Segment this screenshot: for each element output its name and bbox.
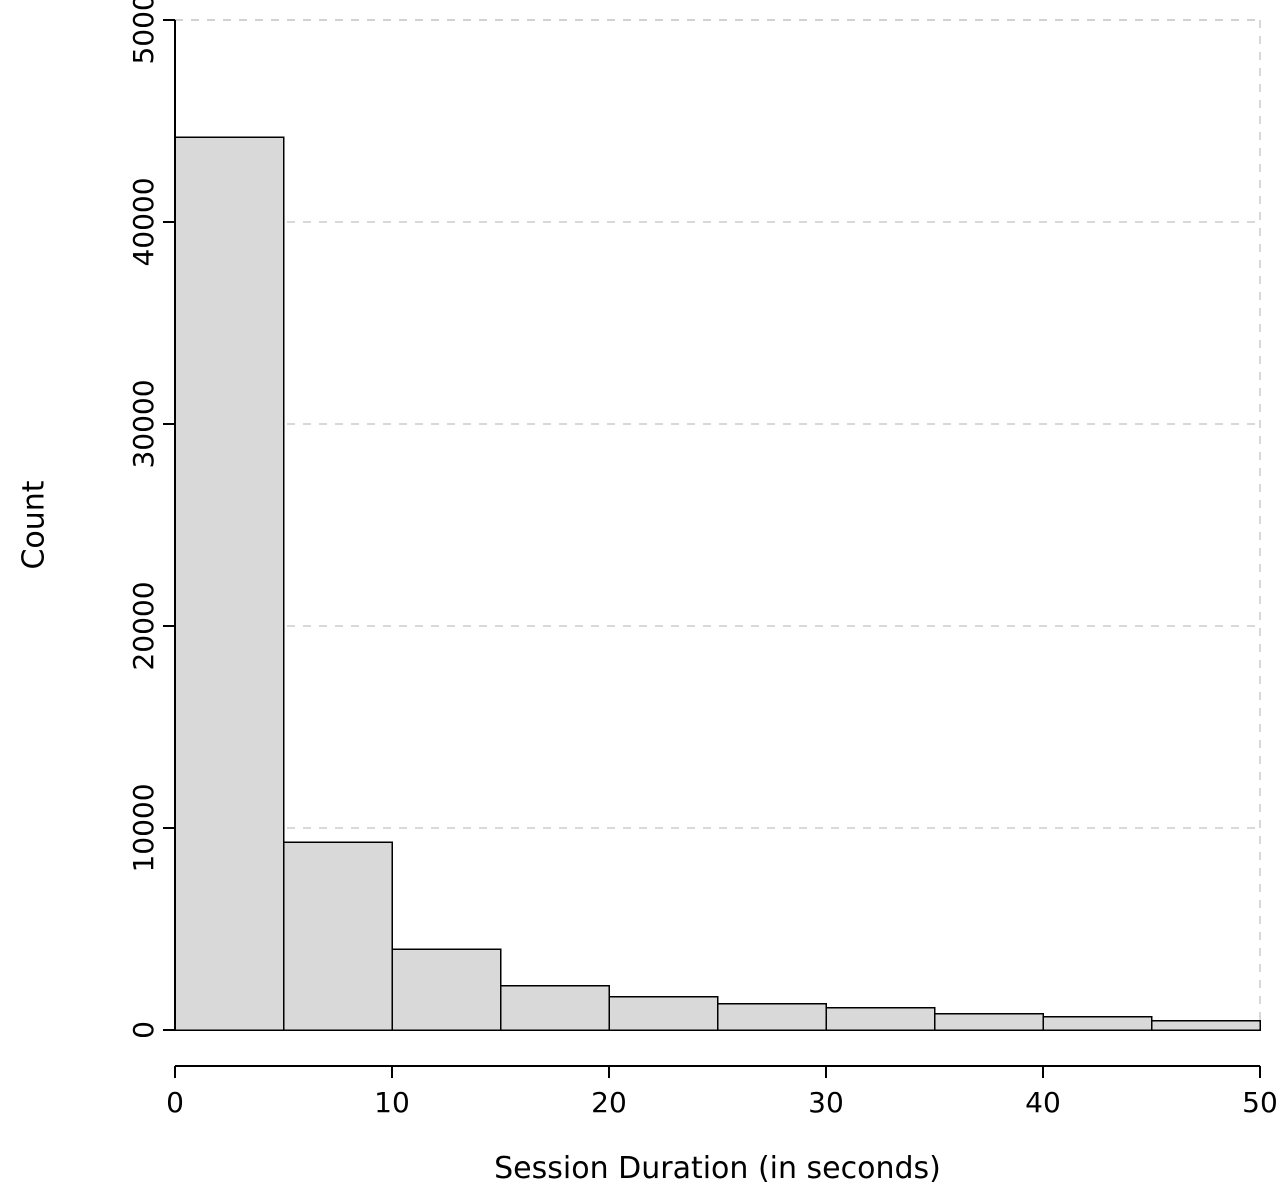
y-axis-tick-label: 20000 [127, 581, 160, 670]
histogram-bar [392, 949, 501, 1030]
histogram-chart: 0 10000 20000 30000 40000 50000 Count 0 10 20 30 40… [0, 0, 1280, 1204]
x-axis-title: Session Duration (in seconds) [494, 1151, 941, 1186]
histogram-bar [284, 842, 393, 1030]
histogram-bar [935, 1014, 1044, 1030]
x-axis-tick-label: 30 [808, 1086, 844, 1119]
x-axis-tick-label: 50 [1242, 1086, 1278, 1119]
y-axis-tick-label: 0 [127, 1021, 160, 1039]
histogram-bar [1152, 1021, 1261, 1030]
y-axis-title: Count [17, 480, 52, 569]
histogram-bar [826, 1008, 935, 1030]
histogram-bar [1043, 1017, 1152, 1030]
x-axis-tick-label: 10 [374, 1086, 410, 1119]
y-axis-tick-label: 50000 [127, 0, 160, 65]
x-axis-tick-label: 40 [1025, 1086, 1061, 1119]
y-axis-tick-label: 30000 [127, 379, 160, 468]
y-axis-tick-label: 10000 [127, 783, 160, 872]
y-axis-tick-label: 40000 [127, 177, 160, 266]
x-axis-tick-label: 20 [591, 1086, 627, 1119]
histogram-bar [718, 1004, 827, 1030]
histogram-bar [609, 997, 718, 1030]
x-axis-tick-label: 0 [166, 1086, 184, 1119]
histogram-bar [501, 986, 610, 1030]
histogram-bar [175, 137, 284, 1030]
